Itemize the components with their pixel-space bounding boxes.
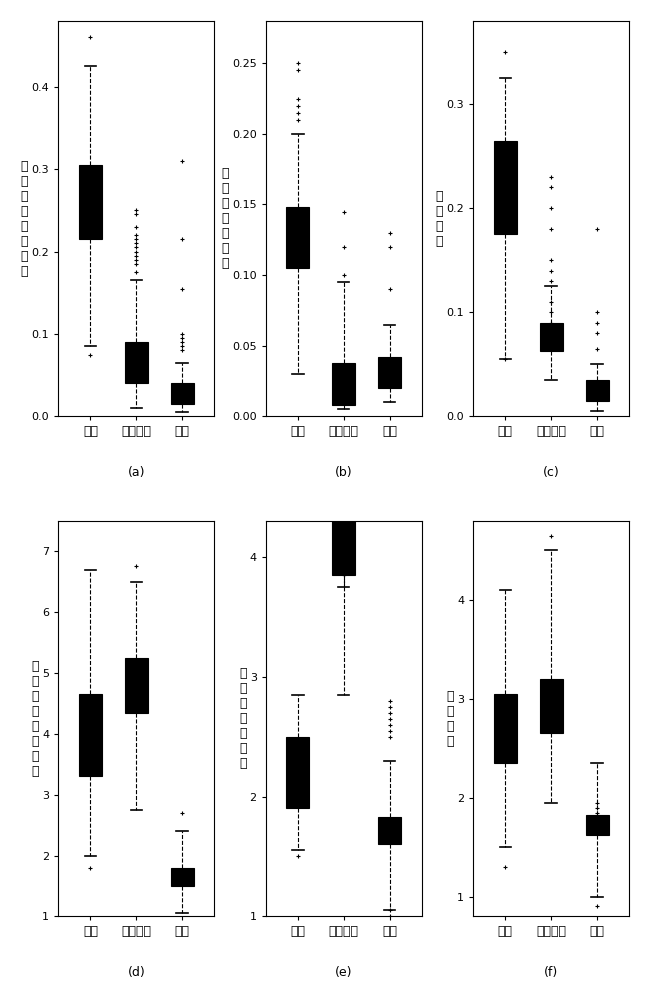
PathPatch shape [586,380,608,401]
PathPatch shape [79,165,102,239]
PathPatch shape [540,679,563,733]
PathPatch shape [125,658,148,713]
PathPatch shape [287,207,309,268]
Y-axis label: 植
被
丰
度: 植 被 丰 度 [436,190,443,248]
PathPatch shape [378,357,401,388]
X-axis label: (a): (a) [127,466,145,479]
PathPatch shape [586,815,608,835]
X-axis label: (d): (d) [127,966,145,979]
X-axis label: (b): (b) [335,466,352,479]
PathPatch shape [125,342,148,383]
PathPatch shape [79,694,102,776]
Y-axis label: 植
被
指
数
年
均
值: 植 被 指 数 年 均 值 [221,167,229,270]
PathPatch shape [287,737,309,808]
PathPatch shape [540,323,563,351]
Y-axis label: 裸
土
指
数
年
最
大
值: 裸 土 指 数 年 最 大 值 [31,660,39,778]
Y-axis label: 植
被
丰
度: 植 被 丰 度 [447,690,454,748]
PathPatch shape [332,363,355,405]
X-axis label: (e): (e) [335,966,352,979]
PathPatch shape [494,141,517,234]
Y-axis label: 植
被
指
数
年
最
大
值: 植 被 指 数 年 最 大 值 [21,160,29,278]
PathPatch shape [171,383,194,404]
Y-axis label: 裸
土
指
数
年
均
值: 裸 土 指 数 年 均 值 [239,667,246,770]
PathPatch shape [332,437,355,575]
PathPatch shape [494,694,517,763]
PathPatch shape [171,868,194,886]
PathPatch shape [378,817,401,844]
X-axis label: (f): (f) [544,966,558,979]
X-axis label: (c): (c) [543,466,560,479]
